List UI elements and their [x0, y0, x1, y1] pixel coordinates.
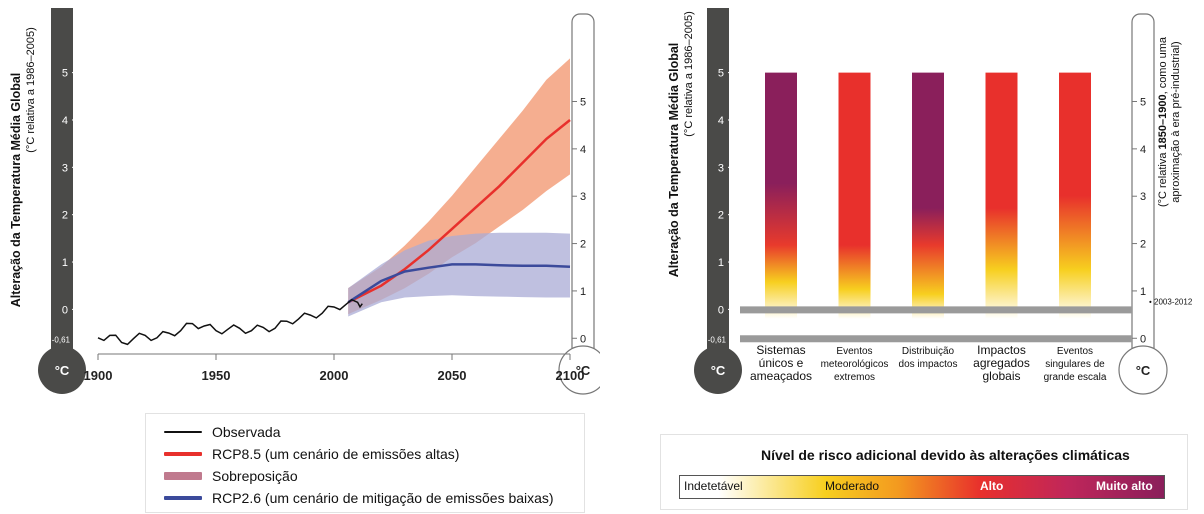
risk-category-label-0: únicos e: [759, 356, 804, 370]
legend-item-rcp26: RCP2.6 (um cenário de mitigação de emiss…: [164, 488, 554, 508]
chart2-ylabel-main: Alteração da Temperatura Média Global: [667, 43, 681, 278]
risk-bars-chart: °C °C 0 1 2 3 4 5 -0,61 0 1 2 3 4 5 Alteração da Temper…: [667, 8, 1193, 395]
baseline-band-zero: [740, 306, 1132, 314]
chart2-right-thermometer-tube: [1131, 13, 1155, 361]
rcp26-uncertainty-band: [348, 232, 570, 317]
chart1-x-tick-label: 2100: [556, 368, 585, 383]
chart1-right-tick-label: 4: [580, 144, 586, 156]
chart2-left-unit-label: °C: [711, 363, 726, 378]
risk-scale-bar: Indetetável Moderado Alto Muito alto: [679, 475, 1165, 499]
legend-swatch-observed: [164, 431, 202, 433]
temperature-legend: Observada RCP8.5 (um cenário de emissões…: [145, 413, 585, 513]
chart1-left-tick-label: 5: [62, 68, 68, 80]
chart2-left-tick-label: 3: [718, 162, 724, 174]
risk-bar-3: [985, 72, 1018, 319]
risk-bar-4: [1059, 72, 1091, 319]
annotation-2003-2012: • 2003-2012: [1149, 297, 1193, 306]
chart1-left-tick-label: 3: [62, 162, 68, 174]
legend-label-rcp85: RCP8.5 (um cenário de emissões altas): [212, 446, 460, 462]
risk-category-label-1: extremos: [834, 372, 875, 383]
risk-scale-legend: Nível de risco adicional devido às alter…: [660, 434, 1188, 510]
chart1-x-tick-label: 2000: [320, 368, 349, 383]
temperature-projection-chart: °C °C 0 1 2 3 4 5 -0,61 0 1 2 3 4 5 Alteração da Temper…: [9, 8, 600, 395]
risk-scale-title: Nível de risco adicional devido às alter…: [761, 447, 1130, 463]
chart1-left-tick-label: 2: [62, 210, 68, 222]
chart2-left-thermometer-bulb: [694, 346, 742, 394]
chart2-left-tick-label: 4: [718, 115, 724, 127]
chart1-left-unit-label: °C: [55, 363, 70, 378]
chart2-left-thermometer-tube: [707, 8, 729, 360]
chart1-left-tick-label: 1: [62, 257, 68, 269]
rcp26-mean-line: [347, 263, 571, 304]
chart1-left-thermometer-bulb: [38, 346, 86, 394]
legend-item-observed: Observada: [164, 422, 280, 442]
chart1-right-tick-label: 5: [580, 97, 586, 109]
chart1-right-tick-label: 0: [580, 333, 586, 345]
chart2-left-tick-label: 5: [718, 68, 724, 80]
risk-label-moderate: Moderado: [825, 479, 880, 493]
risk-category-label-2: Distribuição: [902, 346, 955, 357]
chart2-right-tick-label: 1: [1140, 286, 1146, 298]
chart2-left-min-label: -0,61: [708, 335, 727, 344]
chart1-right-thermometer-tube: [571, 13, 595, 361]
legend-item-overlap: Sobreposição: [164, 466, 298, 486]
chart2-ylabel-right: (°C relativa 1850–1900, como uma: [1157, 36, 1169, 207]
legend-swatch-rcp26: [164, 496, 202, 500]
chart2-ylabel-right-line2: aproximação à era pré-industrial): [1170, 41, 1182, 202]
chart1-right-tick-label: 3: [580, 191, 586, 203]
chart1-right-tick-label: 1: [580, 286, 586, 298]
chart1-left-min-label: -0,61: [52, 335, 71, 344]
risk-category-label-2: dos impactos: [899, 359, 958, 370]
rcp85-uncertainty-band: [348, 58, 570, 315]
risk-bar-2: [912, 72, 944, 319]
baseline-band-preindustrial: [740, 335, 1132, 343]
legend-item-rcp85: RCP8.5 (um cenário de emissões altas): [164, 444, 459, 464]
risk-bar-0: [765, 72, 797, 319]
observed-temperature-line: [97, 298, 363, 346]
chart2-right-tick-label: 2: [1140, 239, 1146, 251]
chart1-right-tick-label: 2: [580, 239, 586, 251]
chart1-left-tick-label: 4: [62, 115, 68, 127]
risk-category-label-1: meteorológicos: [821, 359, 889, 370]
chart1-x-tick-label: 2050: [438, 368, 467, 383]
chart1-left-tick-label: 0: [62, 304, 68, 316]
chart1-x-tick-label: 1900: [84, 368, 113, 383]
risk-category-label-4: Eventos: [1057, 346, 1093, 357]
legend-label-overlap: Sobreposição: [212, 468, 298, 484]
risk-category-label-3: globais: [982, 369, 1020, 383]
risk-category-label-4: singulares de: [1045, 359, 1105, 370]
risk-category-label-3: Impactos: [977, 343, 1026, 357]
risk-category-label-1: Eventos: [836, 346, 872, 357]
chart2-right-unit-label: °C: [1136, 363, 1151, 378]
chart1-ylabel-right: (°C relativa 1850–1900, como uma: [599, 36, 600, 207]
chart2-left-tick-label: 1: [718, 257, 724, 269]
chart1-ylabel-main: Alteração da Temperatura Média Global: [9, 73, 23, 308]
chart1-left-thermometer-tube: [51, 8, 73, 360]
chart1-right-thermometer-bulb: [558, 345, 600, 395]
risk-bar-1: [838, 72, 871, 319]
legend-label-observed: Observada: [212, 424, 281, 440]
chart2-right-thermometer-bulb: [1118, 345, 1168, 395]
legend-swatch-overlap: [164, 472, 202, 480]
chart2-right-tick-label: 4: [1140, 144, 1146, 156]
chart2-left-tick-label: 0: [718, 304, 724, 316]
risk-category-label-0: Sistemas: [756, 343, 805, 357]
chart2-right-tick-label: 3: [1140, 191, 1146, 203]
legend-label-rcp26: RCP2.6 (um cenário de mitigação de emiss…: [212, 490, 554, 506]
risk-label-high: Alto: [980, 479, 1004, 493]
risk-label-undetectable: Indetetável: [684, 479, 743, 493]
legend-swatch-rcp85: [164, 452, 202, 456]
chart2-right-tick-label: 5: [1140, 97, 1146, 109]
chart1-x-tick-label: 1950: [202, 368, 231, 383]
chart1-ylabel-sub: (°C relativa a 1986–2005): [25, 27, 37, 152]
risk-category-label-4: grande escala: [1044, 372, 1107, 383]
chart2-right-tick-label: 0: [1140, 333, 1146, 345]
chart2-ylabel-sub: (°C relativa a 1986–2005): [683, 11, 695, 136]
risk-category-label-0: ameaçados: [750, 369, 812, 383]
risk-label-very-high: Muito alto: [1096, 479, 1153, 493]
chart1-right-unit-label: °C: [576, 363, 591, 378]
chart2-left-tick-label: 2: [718, 210, 724, 222]
risk-category-label-3: agregados: [973, 356, 1030, 370]
